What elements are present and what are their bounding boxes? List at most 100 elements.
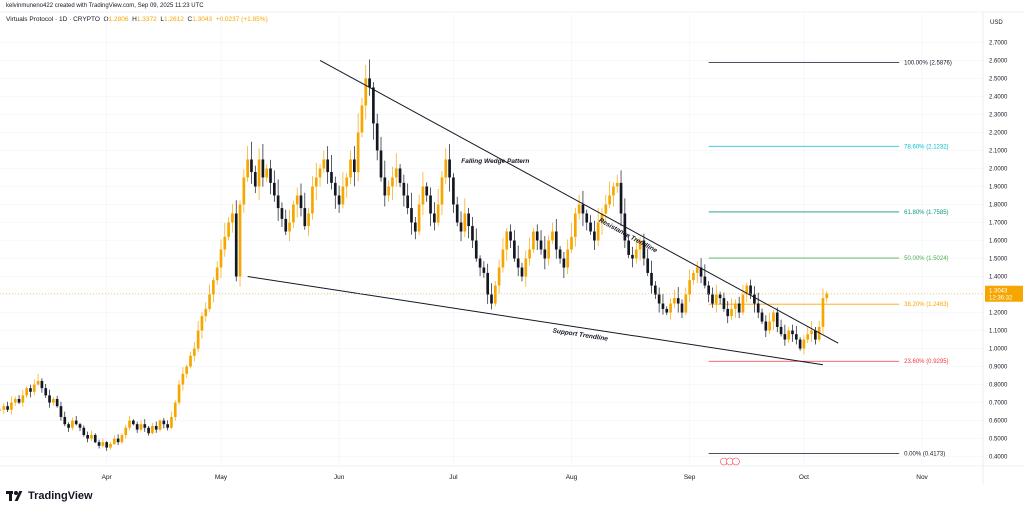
candle-body[interactable] <box>208 294 211 309</box>
candle-body[interactable] <box>410 208 413 223</box>
candle-body[interactable] <box>695 267 699 273</box>
candle-body[interactable] <box>612 186 615 196</box>
candle-body[interactable] <box>372 87 375 124</box>
candle-body[interactable] <box>535 231 539 241</box>
candle-body[interactable] <box>379 150 383 178</box>
candle-body[interactable] <box>181 373 185 385</box>
candle-body[interactable] <box>554 231 558 250</box>
symbol-legend[interactable]: Virtuals Protocol · 1D · CRYPTO O1.2806 … <box>6 16 268 23</box>
candle-body[interactable] <box>74 420 78 425</box>
candle-body[interactable] <box>669 303 672 313</box>
candle-body[interactable] <box>158 420 162 430</box>
candle-body[interactable] <box>36 380 40 385</box>
candle-body[interactable] <box>714 294 718 304</box>
candle-body[interactable] <box>772 312 775 322</box>
candle-body[interactable] <box>360 105 364 133</box>
candle-body[interactable] <box>162 420 166 425</box>
candle-body[interactable] <box>673 298 676 304</box>
candle-body[interactable] <box>337 195 341 205</box>
candle-body[interactable] <box>688 280 691 295</box>
symbol-name[interactable]: Virtuals Protocol · 1D · CRYPTO <box>6 16 100 23</box>
candle-body[interactable] <box>25 388 29 396</box>
candle-body[interactable] <box>333 182 337 196</box>
candle-body[interactable] <box>234 213 238 277</box>
candle-body[interactable] <box>749 285 752 295</box>
candle-body[interactable] <box>486 272 490 295</box>
candle-body[interactable] <box>105 442 109 448</box>
candle-body[interactable] <box>471 226 474 241</box>
candle-body[interactable] <box>791 330 794 335</box>
candle-body[interactable] <box>737 303 741 313</box>
candle-body[interactable] <box>349 159 352 178</box>
candle-body[interactable] <box>151 425 154 434</box>
candle-body[interactable] <box>269 168 272 183</box>
candle-body[interactable] <box>59 406 63 417</box>
candle-body[interactable] <box>67 424 70 428</box>
candle-body[interactable] <box>387 186 390 196</box>
candle-body[interactable] <box>444 159 448 178</box>
candle-body[interactable] <box>353 159 356 173</box>
candle-body[interactable] <box>128 420 131 428</box>
candle-body[interactable] <box>707 285 711 295</box>
candle-body[interactable] <box>284 218 288 232</box>
candle-body[interactable] <box>112 438 116 444</box>
candle-body[interactable] <box>421 186 425 205</box>
candle-body[interactable] <box>650 272 653 286</box>
candle-body[interactable] <box>29 388 32 392</box>
candle-body[interactable] <box>814 330 817 340</box>
candle-body[interactable] <box>311 186 314 214</box>
candle-body[interactable] <box>452 177 455 205</box>
candle-body[interactable] <box>684 294 688 313</box>
candle-body[interactable] <box>189 355 192 367</box>
candle-body[interactable] <box>253 172 257 187</box>
candle-body[interactable] <box>398 168 402 183</box>
candle-body[interactable] <box>794 334 798 340</box>
candle-body[interactable] <box>48 395 51 403</box>
candle-body[interactable] <box>326 159 330 173</box>
candle-body[interactable] <box>631 254 634 259</box>
candle-body[interactable] <box>192 348 196 356</box>
candle-body[interactable] <box>493 285 497 304</box>
candle-body[interactable] <box>303 208 307 227</box>
candle-body[interactable] <box>215 267 219 281</box>
candle-body[interactable] <box>238 204 242 277</box>
candle-body[interactable] <box>185 366 189 374</box>
candle-body[interactable] <box>459 222 463 232</box>
candle-body[interactable] <box>97 442 101 446</box>
candle-body[interactable] <box>768 321 771 331</box>
candle-body[interactable] <box>246 159 249 178</box>
candle-body[interactable] <box>787 330 791 340</box>
candle-body[interactable] <box>55 398 59 407</box>
candle-body[interactable] <box>288 222 291 232</box>
candle-body[interactable] <box>177 384 181 403</box>
tradingview-brand[interactable]: TradingView <box>6 490 93 502</box>
candle-body[interactable] <box>573 213 577 237</box>
candle-body[interactable] <box>341 186 345 205</box>
candle-body[interactable] <box>200 316 204 331</box>
candle-body[interactable] <box>825 293 829 299</box>
candle-body[interactable] <box>619 182 623 214</box>
candle-body[interactable] <box>143 424 147 428</box>
candle-body[interactable] <box>212 280 215 295</box>
candle-body[interactable] <box>802 339 806 349</box>
candle-body[interactable] <box>299 195 303 209</box>
candle-body[interactable] <box>318 168 322 178</box>
candle-body[interactable] <box>124 427 128 435</box>
candle-body[interactable] <box>314 177 318 187</box>
candle-body[interactable] <box>474 240 478 259</box>
resistance-trendline[interactable] <box>319 59 839 344</box>
candle-body[interactable] <box>101 442 105 446</box>
candle-body[interactable] <box>734 303 737 309</box>
candle-body[interactable] <box>364 78 368 106</box>
candle-body[interactable] <box>406 195 410 209</box>
candle-body[interactable] <box>356 132 360 173</box>
candle-body[interactable] <box>821 298 825 327</box>
candle-body[interactable] <box>250 159 253 173</box>
candle-body[interactable] <box>680 303 684 313</box>
candle-body[interactable] <box>17 398 21 403</box>
candle-body[interactable] <box>52 398 55 403</box>
candle-body[interactable] <box>71 420 74 428</box>
candle-body[interactable] <box>810 330 813 335</box>
candle-body[interactable] <box>627 240 630 255</box>
candle-body[interactable] <box>280 208 284 219</box>
